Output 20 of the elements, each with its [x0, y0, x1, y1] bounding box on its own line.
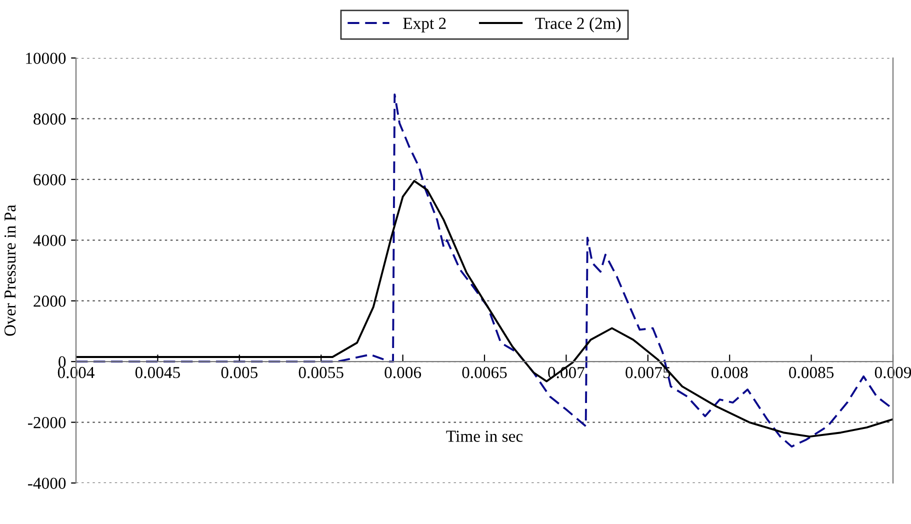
- x-axis-title: Time in sec: [446, 430, 523, 442]
- y-tick-label: 0: [58, 356, 66, 368]
- x-tick-label: 0.0045: [135, 366, 180, 378]
- legend-label: Expt 2: [403, 18, 446, 32]
- x-tick-label: 0.0085: [789, 366, 834, 378]
- x-tick-label: 0.005: [221, 366, 258, 378]
- x-tick-label: 0.0065: [462, 366, 507, 378]
- y-tick-label: 8000: [34, 113, 66, 125]
- x-tick-label: 0.0055: [298, 366, 344, 378]
- y-tick-label: 4000: [33, 234, 66, 246]
- y-axis-title: Over Pressure in Pa: [4, 204, 16, 336]
- y-tick-label: -4000: [28, 478, 66, 489]
- y-tick-label: -2000: [28, 416, 66, 428]
- y-tick-label: 2000: [34, 296, 66, 307]
- x-tick-label: 0.006: [384, 366, 422, 378]
- x-tick-label: 0.0075: [626, 366, 670, 378]
- y-tick-label: 10000: [26, 52, 66, 64]
- legend-label: Trace 2 (2m): [535, 17, 621, 32]
- x-tick-label: 0.008: [711, 366, 748, 378]
- y-tick-label: 6000: [34, 174, 66, 186]
